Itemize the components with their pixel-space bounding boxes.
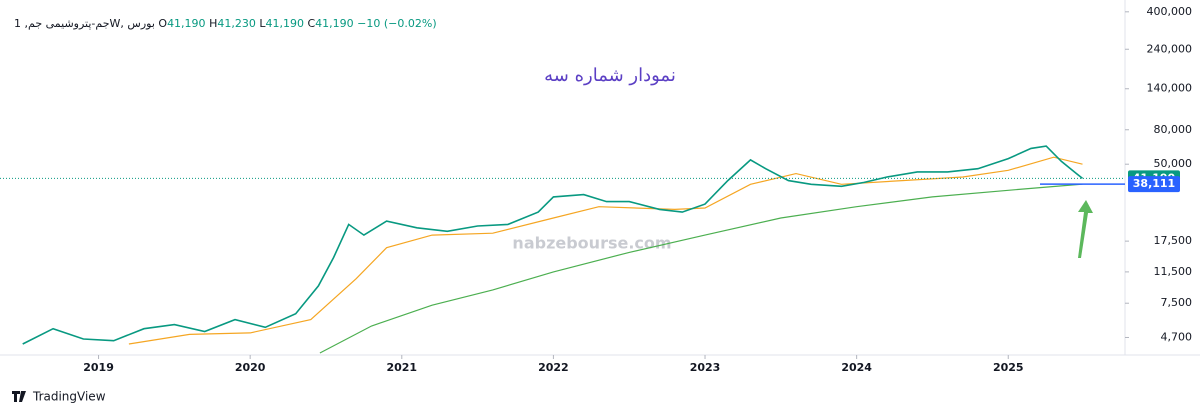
x-tick-label: 2025	[993, 361, 1024, 374]
y-tick-label: 17,500	[1154, 234, 1193, 247]
watermark: nabzebourse.com	[512, 234, 671, 253]
symbol: جم-پتروشیمی جم, 1W, بورس	[14, 17, 155, 30]
y-tick-label: 7,500	[1161, 296, 1193, 309]
y-tick-label: 140,000	[1147, 82, 1193, 95]
legend-header: جم-پتروشیمی جم, 1W, بورس O41,190 H41,230…	[14, 17, 437, 30]
y-tick-label: 240,000	[1147, 42, 1193, 55]
change: −10 (−0.02%)	[357, 17, 436, 30]
x-tick-label: 2021	[386, 361, 417, 374]
price-tag-label: 38,111	[1133, 177, 1175, 190]
ohlc-value: 41,190	[167, 17, 206, 30]
ohlc-value: 41,230	[217, 17, 256, 30]
brand: TradingView	[32, 390, 106, 404]
ohlc-key: C	[307, 17, 315, 30]
y-tick-label: 11,500	[1154, 265, 1193, 278]
series-line	[319, 183, 1083, 354]
ohlc-key: L	[259, 17, 266, 30]
ohlc-value: 41,190	[265, 17, 304, 30]
ohlc-key: H	[209, 17, 217, 30]
y-tick-label: 400,000	[1147, 5, 1193, 18]
arrow	[1078, 200, 1093, 258]
ohlc-key: O	[158, 17, 167, 30]
x-tick-label: 2022	[538, 361, 569, 374]
y-tick-label: 50,000	[1154, 157, 1193, 170]
x-tick-label: 2024	[841, 361, 872, 374]
series-line	[22, 145, 1083, 345]
y-tick-label: 4,700	[1161, 330, 1193, 343]
series-line	[128, 156, 1083, 345]
ohlc-value: 41,190	[315, 17, 354, 30]
y-tick-label: 80,000	[1154, 123, 1193, 136]
x-tick-label: 2023	[690, 361, 721, 374]
price-tag	[1128, 176, 1180, 193]
x-tick-label: 2020	[235, 361, 266, 374]
x-tick-label: 2019	[83, 361, 114, 374]
brand-logo	[12, 391, 26, 402]
annotation-title: نمودار شماره سه	[544, 65, 676, 86]
